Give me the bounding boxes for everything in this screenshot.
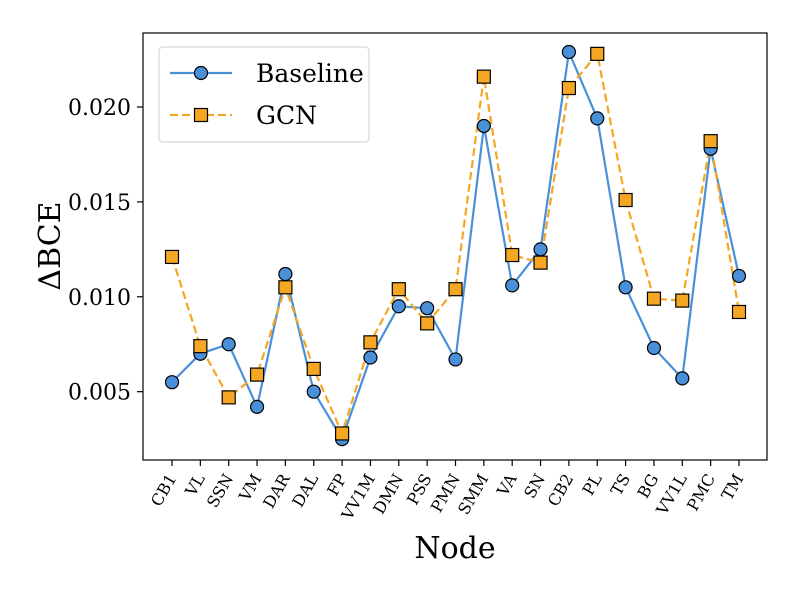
data-point-gcn [448,282,463,297]
data-point-baseline [249,399,265,414]
data-point-baseline [731,268,747,284]
data-point-baseline [590,111,605,126]
y-axis: 0.005 0.010 0.015 0.020 [68,96,143,406]
legend-label-gcn: GCN [256,101,317,130]
legend-marker-gcn [193,107,209,123]
y-tick-label: 0.020 [68,96,131,121]
data-point-gcn [505,247,520,263]
data-point-baseline [505,278,520,293]
data-point-baseline [164,375,180,390]
data-point-gcn [533,255,548,270]
data-point-gcn [420,316,435,331]
y-tick-label: 0.005 [68,381,131,406]
y-tick-label: 0.015 [68,191,131,216]
legend-label-baseline: Baseline [256,59,364,88]
data-point-gcn [703,134,718,149]
data-point-gcn [363,335,378,350]
legend-marker-baseline [193,65,209,81]
legend-box [158,46,370,143]
x-axis-title: Node [414,531,495,566]
data-point-baseline [420,301,435,316]
data-point-gcn [306,361,321,377]
data-point-baseline [561,44,577,60]
data-point-baseline [675,371,690,386]
data-point-gcn [335,426,350,441]
legend: Baseline GCN [158,46,370,143]
data-point-gcn [221,390,236,405]
data-point-gcn [391,282,406,297]
data-point-baseline [391,299,406,314]
plot-marks [164,44,747,447]
data-point-baseline [448,352,463,367]
data-point-baseline [278,266,293,282]
data-point-gcn [618,192,633,208]
data-point-baseline [533,242,548,257]
data-point-baseline [306,384,321,399]
data-point-gcn [731,304,747,320]
data-point-gcn [249,367,265,382]
data-point-gcn [646,291,662,306]
data-point-gcn [193,339,208,354]
data-point-gcn [561,80,577,96]
data-point-baseline [476,118,491,134]
data-point-gcn [675,293,690,308]
data-point-baseline [221,337,236,352]
data-point-gcn [278,280,293,295]
data-point-baseline [363,350,378,365]
data-point-baseline [646,340,662,356]
y-axis-title: ΔBCE [33,201,68,290]
y-tick-label: 0.010 [68,286,131,311]
data-point-baseline [618,280,633,295]
data-point-gcn [590,46,605,61]
series-line-gcn [170,52,741,435]
data-point-gcn [164,249,180,265]
data-point-gcn [476,69,491,84]
